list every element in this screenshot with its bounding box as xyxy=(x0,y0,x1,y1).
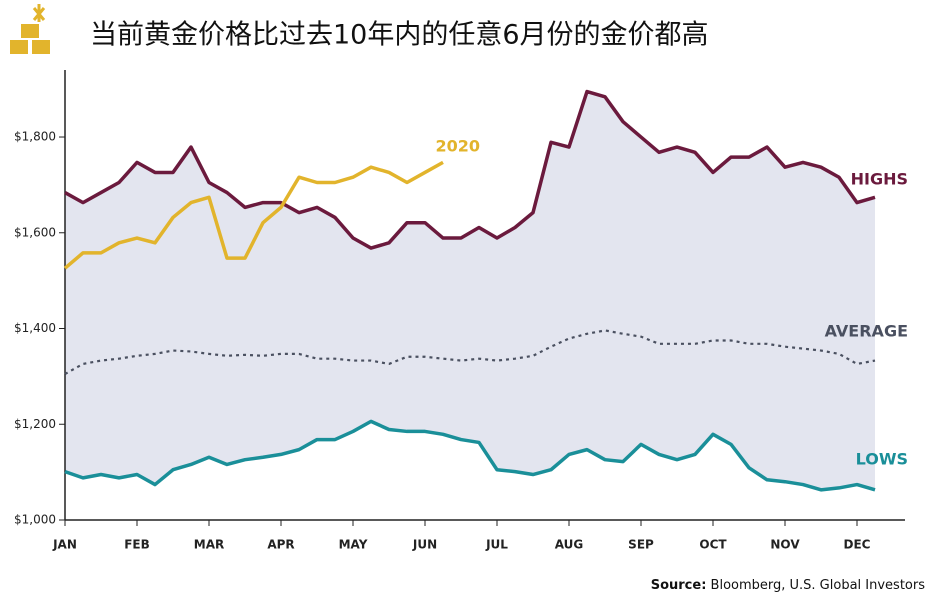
series-line xyxy=(64,419,876,492)
y-tick-label: $1,000 xyxy=(14,513,56,527)
series-line xyxy=(64,89,876,250)
series-label: HIGHS xyxy=(851,170,908,189)
series-label: LOWS xyxy=(856,450,908,469)
x-tick-label: JUN xyxy=(412,538,437,552)
source: Source: Bloomberg, U.S. Global Investors xyxy=(651,578,926,593)
series-label: 2020 xyxy=(435,137,480,156)
y-tick-label: $1,800 xyxy=(14,130,56,144)
series-line xyxy=(63,160,444,270)
source-label: Source: xyxy=(651,578,707,593)
x-tick-label: DEC xyxy=(844,538,871,552)
x-tick-label: APR xyxy=(267,538,294,552)
y-tick-label: $1,600 xyxy=(14,225,56,239)
x-tick-label: MAY xyxy=(339,538,368,552)
x-tick-label: NOV xyxy=(770,538,800,552)
x-tick-label: SEP xyxy=(628,538,654,552)
x-tick-label: MAR xyxy=(194,538,224,552)
x-tick-label: JAN xyxy=(52,538,77,552)
source-text: Bloomberg, U.S. Global Investors xyxy=(706,578,925,593)
range-band xyxy=(65,91,875,490)
logo xyxy=(10,4,50,54)
y-tick-label: $1,200 xyxy=(14,417,56,431)
series-label: AVERAGE xyxy=(825,322,908,341)
chart-title: 当前黄金价格比过去10年内的任意6月份的金价都高 xyxy=(90,20,709,51)
x-tick-label: FEB xyxy=(124,538,150,552)
x-tick-label: OCT xyxy=(699,538,727,552)
y-tick-label: $1,400 xyxy=(14,321,56,335)
x-tick-label: AUG xyxy=(555,538,584,552)
x-tick-label: JUL xyxy=(485,538,508,552)
